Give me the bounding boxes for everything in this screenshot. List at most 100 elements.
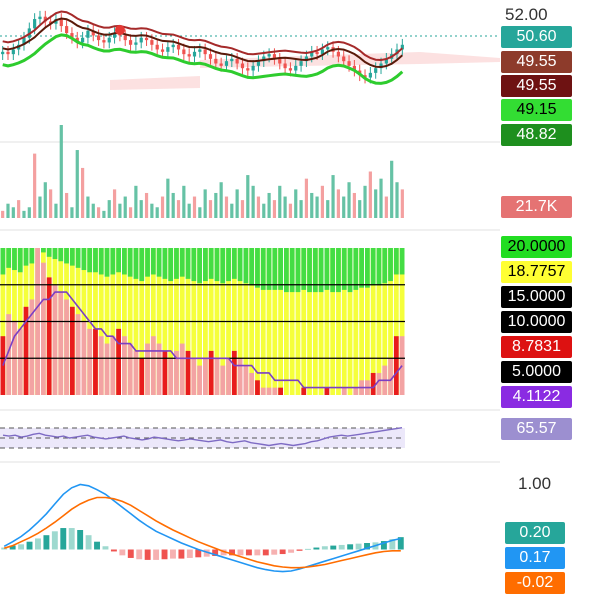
macd-histogram-bar — [288, 549, 295, 553]
candle — [208, 54, 213, 59]
volume-bar — [368, 171, 372, 218]
macd-histogram-bar — [338, 544, 345, 550]
indicator-red-bar — [104, 343, 110, 395]
indicator-red-bar — [122, 336, 127, 395]
candle — [267, 54, 271, 57]
candle — [11, 49, 15, 55]
indicator-red-bar — [278, 387, 283, 395]
indicator-green-bar — [52, 248, 58, 260]
indicator-green-bar — [23, 248, 29, 266]
macd-histogram-bar — [220, 549, 227, 556]
candle — [128, 40, 133, 45]
candle — [294, 65, 298, 71]
indicator-green-bar — [174, 248, 179, 279]
candle — [81, 37, 85, 43]
price-line-2 — [2, 17, 403, 69]
candle — [38, 16, 42, 20]
volume-bar — [75, 150, 79, 218]
volume-bar — [246, 175, 250, 218]
macd-histogram-bar — [110, 549, 117, 552]
macd-histogram-bar — [397, 537, 404, 550]
candle — [336, 51, 340, 57]
volume-bar — [235, 189, 239, 218]
indicator-red-bar — [127, 343, 133, 395]
indicator-red-bar — [23, 306, 29, 395]
indicator-green-bar — [69, 248, 75, 266]
candle — [251, 65, 255, 71]
indicator-green-bar — [98, 248, 104, 275]
volume-tag: 21.7K — [501, 196, 572, 218]
indicator-red-bar — [243, 365, 249, 395]
indicator-red-bar — [324, 387, 330, 395]
macd-histogram-bar — [68, 528, 75, 550]
indicator-green-bar — [87, 248, 93, 273]
candle — [230, 58, 234, 62]
candle — [272, 54, 277, 59]
indicator-red-bar — [93, 328, 98, 395]
candle — [70, 33, 74, 38]
indicator-green-bar — [46, 248, 52, 257]
candle — [43, 16, 47, 22]
indicator-green-bar — [220, 248, 226, 284]
macd-histogram-bar — [26, 541, 33, 550]
indicator-red-bar — [133, 350, 139, 395]
volume-bar — [38, 196, 42, 218]
macd-histogram-bar — [178, 549, 185, 559]
candle — [134, 42, 138, 45]
candle — [176, 44, 181, 50]
candle — [203, 49, 207, 55]
indicator-green-bar — [203, 248, 208, 282]
volume-bar — [96, 207, 101, 218]
price-tag-5: 48.82 — [501, 124, 572, 146]
volume-bar — [27, 207, 31, 218]
volume-bar — [187, 203, 191, 218]
indicator-green-bar — [162, 248, 168, 279]
indicator-green-bar — [260, 248, 266, 290]
rsi-line — [2, 427, 403, 447]
candle — [214, 58, 218, 64]
candle — [86, 30, 90, 38]
price-line-1 — [2, 10, 403, 62]
macd-histogram-bar — [271, 549, 278, 555]
indicator-green-bar — [197, 248, 202, 284]
indicator-green-bar — [17, 248, 23, 273]
volume-bar — [347, 182, 351, 218]
candle — [262, 56, 266, 62]
volume-bar — [315, 196, 319, 218]
volume-bar — [384, 196, 388, 218]
indicator-green-bar — [307, 248, 312, 293]
volume-bar — [11, 207, 15, 218]
indicator-red-bar — [191, 358, 197, 395]
macd-scale-label: 1.00 — [518, 474, 552, 493]
indicator-green-bar — [64, 248, 69, 264]
price-scale-label: 52.00 — [505, 5, 548, 24]
indicator-green-bar — [226, 248, 231, 282]
volume-bar — [166, 178, 170, 218]
volume-bar — [288, 203, 293, 218]
volume-bar — [310, 192, 314, 218]
volume-bar — [155, 207, 159, 218]
cloud-area-2 — [110, 76, 200, 90]
volume-bar — [326, 200, 330, 218]
indicator-red-bar — [231, 350, 237, 395]
volume-bar — [182, 185, 186, 218]
indicator-green-bar — [272, 248, 278, 290]
volume-bar — [17, 200, 21, 218]
indicator-green-bar — [278, 248, 283, 290]
indicator-red-bar — [266, 387, 272, 395]
indicator-red-bar — [156, 343, 162, 395]
indicator-red-bar — [87, 328, 93, 395]
indicator-green-bar — [179, 248, 185, 277]
indicator-red-bar — [41, 262, 46, 395]
indicator-green-bar — [208, 248, 214, 279]
candle — [379, 63, 383, 69]
volume-bar — [262, 203, 266, 218]
volume-bar — [224, 196, 229, 218]
indicator-green-bar — [347, 248, 353, 293]
candle — [1, 51, 5, 55]
macd-histogram-bar — [380, 541, 387, 550]
volume-bar — [102, 210, 106, 218]
indicator-green-bar — [353, 248, 359, 290]
candle — [160, 49, 165, 52]
macd-tag-2: 0.17 — [505, 547, 565, 569]
